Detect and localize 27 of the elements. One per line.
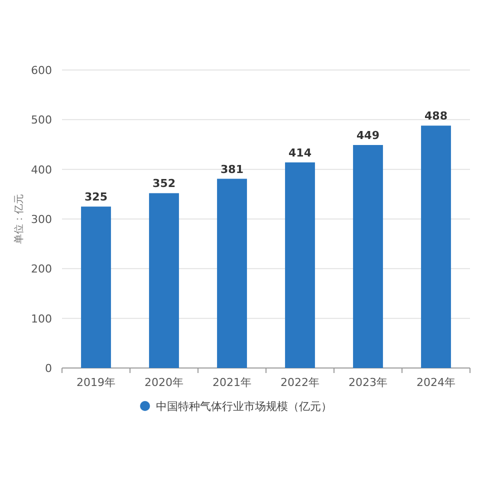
data-label: 381 — [220, 162, 244, 176]
data-label: 325 — [84, 190, 108, 204]
y-tick-label: 100 — [31, 312, 52, 326]
bar — [421, 126, 451, 368]
bar — [217, 178, 247, 368]
bar — [149, 193, 179, 368]
data-label: 488 — [424, 110, 448, 123]
data-label: 414 — [288, 146, 312, 160]
x-tick-label: 2022年 — [280, 376, 320, 389]
x-tick-label: 2024年 — [416, 376, 456, 389]
y-tick-label: 600 — [31, 64, 52, 77]
data-label: 352 — [152, 177, 176, 190]
y-tick-label: 400 — [31, 163, 52, 176]
x-tick-label: 2019年 — [76, 376, 116, 389]
y-tick-label: 0 — [45, 362, 52, 375]
x-tick-label: 2020年 — [144, 376, 184, 389]
y-axis-title: 单位：亿元 — [13, 194, 25, 244]
legend-label: 中国特种气体行业市场规模（亿元） — [156, 400, 332, 413]
y-tick-label: 300 — [31, 213, 52, 226]
bar — [81, 206, 111, 368]
x-tick-label: 2021年 — [212, 376, 252, 389]
y-tick-label: 500 — [31, 114, 52, 127]
y-tick-label: 200 — [31, 262, 52, 276]
data-label: 449 — [356, 128, 380, 142]
bar — [353, 144, 383, 368]
x-tick-label: 2023年 — [348, 376, 388, 389]
bar — [285, 162, 315, 368]
